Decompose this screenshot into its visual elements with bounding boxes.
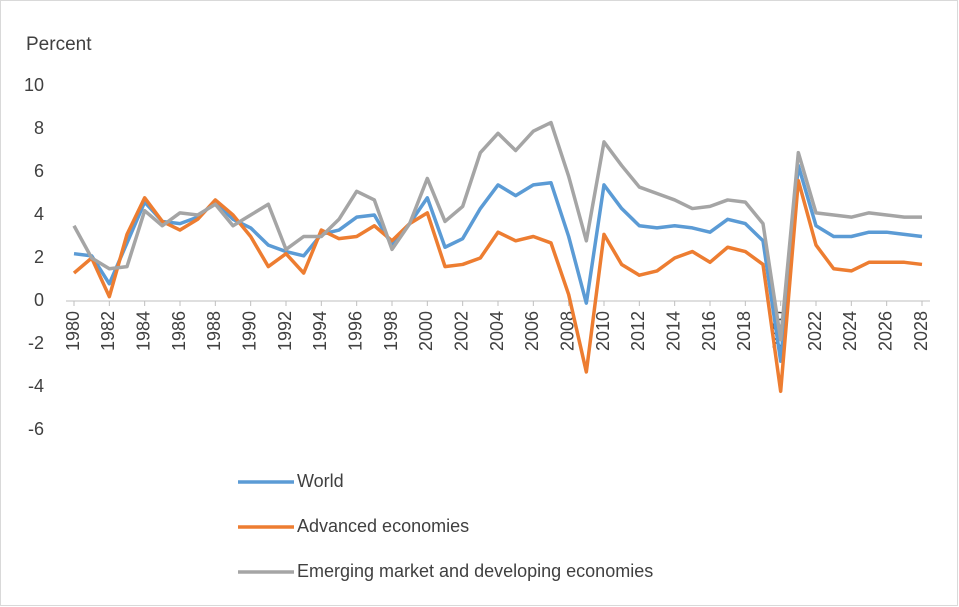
x-tick-label: 2024: [840, 311, 860, 351]
x-tick-label: 1984: [133, 311, 153, 351]
x-tick-label: 1994: [310, 311, 330, 351]
x-tick-label: 2018: [734, 311, 754, 351]
x-tick-label: 2014: [663, 311, 683, 351]
x-tick-label: 2022: [805, 311, 825, 351]
x-tick-label: 2012: [628, 311, 648, 351]
x-tick-label: 2016: [699, 311, 719, 351]
x-tick-label: 1992: [275, 311, 295, 351]
x-tick-label: 1996: [345, 311, 365, 351]
y-tick-label: 4: [34, 204, 44, 224]
x-tick-label: 2004: [487, 311, 507, 351]
y-tick-label: -4: [28, 376, 44, 396]
x-tick-label: 2006: [522, 311, 542, 351]
x-tick-label: 2000: [416, 311, 436, 351]
x-tick-label: 2026: [875, 311, 895, 351]
legend-label: Emerging market and developing economies: [297, 561, 653, 581]
x-tick-label: 1982: [98, 311, 118, 351]
y-tick-label: 2: [34, 247, 44, 267]
x-tick-label: 2028: [911, 311, 931, 351]
x-tick-label: 2010: [593, 311, 613, 351]
legend-label: World: [297, 471, 344, 491]
series-line: [72, 178, 923, 394]
y-tick-label: 10: [24, 75, 44, 95]
x-tick-label: 1980: [63, 311, 83, 351]
x-tick-label: 1988: [204, 311, 224, 351]
y-axis-title: Percent: [26, 34, 92, 55]
x-tick-label: 1990: [239, 311, 259, 351]
x-tick-label: 2008: [557, 311, 577, 351]
legend-label: Advanced economies: [297, 516, 469, 536]
y-tick-label: 6: [34, 161, 44, 181]
y-tick-label: 8: [34, 118, 44, 138]
y-tick-label: 0: [34, 290, 44, 310]
y-tick-label: -2: [28, 333, 44, 353]
x-tick-label: 1998: [381, 311, 401, 351]
y-tick-label: -6: [28, 419, 44, 439]
series-line: [72, 120, 922, 342]
x-tick-label: 2002: [451, 311, 471, 351]
x-tick-label: 1986: [169, 311, 189, 351]
